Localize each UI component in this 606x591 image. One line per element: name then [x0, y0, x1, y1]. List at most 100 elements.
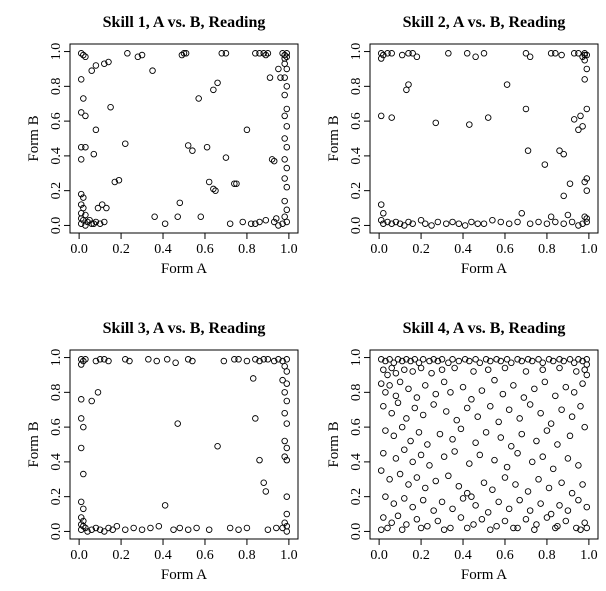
data-point	[124, 50, 131, 57]
data-point	[84, 528, 91, 535]
data-point	[508, 359, 515, 367]
data-point	[281, 60, 288, 67]
x-tick-label: 0.8	[538, 548, 556, 563]
data-point	[575, 356, 582, 363]
data-point	[564, 455, 572, 462]
data-point	[388, 220, 395, 227]
data-point	[231, 180, 238, 187]
data-point	[252, 415, 259, 422]
data-point	[270, 218, 278, 226]
data-point	[396, 378, 404, 386]
data-point	[96, 526, 104, 533]
plot-frame	[369, 43, 599, 234]
panel-title: Skill 2, A vs. B, Reading	[403, 14, 566, 31]
data-point	[380, 220, 387, 227]
data-point	[218, 50, 226, 57]
data-point	[281, 156, 288, 163]
data-point	[489, 486, 496, 493]
data-point	[377, 380, 385, 387]
data-point	[197, 213, 205, 220]
data-point	[459, 383, 467, 391]
data-point	[526, 53, 534, 61]
x-tick-label: 0.4	[154, 242, 172, 257]
data-point	[440, 453, 448, 460]
data-point	[560, 192, 567, 200]
data-point	[386, 382, 393, 389]
data-point	[174, 420, 181, 427]
data-point	[77, 76, 85, 83]
data-point	[468, 493, 475, 500]
data-point	[380, 366, 387, 373]
data-point	[92, 357, 100, 365]
data-point	[279, 376, 286, 384]
data-point	[480, 479, 488, 487]
data-point	[449, 436, 456, 443]
data-point	[283, 206, 291, 214]
data-point	[203, 143, 211, 151]
data-point	[80, 423, 87, 431]
x-tick-label: 0.2	[412, 242, 430, 257]
data-point	[161, 502, 169, 509]
data-point	[449, 356, 456, 363]
data-point	[405, 218, 412, 226]
data-point	[394, 512, 402, 520]
data-point	[566, 180, 574, 187]
x-tick-label: 1.0	[280, 242, 298, 257]
data-point	[409, 220, 416, 227]
data-point	[583, 371, 591, 379]
data-point	[413, 394, 421, 401]
y-tick-label: 0.4	[49, 147, 64, 165]
data-point	[88, 397, 95, 405]
data-point	[243, 357, 251, 365]
data-point	[275, 356, 282, 363]
data-point	[463, 404, 471, 412]
data-point	[466, 121, 473, 128]
data-point	[570, 389, 578, 396]
data-point	[558, 406, 565, 413]
data-point	[512, 481, 519, 488]
x-axis-label: Form A	[161, 261, 207, 277]
data-point	[453, 416, 460, 424]
data-point	[558, 51, 565, 59]
data-point	[438, 498, 446, 506]
data-point	[252, 220, 259, 227]
data-point	[88, 67, 95, 74]
panel-title: Skill 3, A vs. B, Reading	[103, 320, 266, 337]
data-point	[568, 413, 576, 420]
data-point	[583, 187, 591, 194]
data-point	[149, 67, 156, 74]
data-point	[398, 423, 406, 431]
data-point	[575, 462, 582, 469]
data-point	[524, 488, 532, 495]
data-point	[281, 91, 288, 99]
data-point	[476, 359, 484, 367]
data-point	[281, 437, 288, 445]
data-point	[447, 524, 454, 532]
data-point	[495, 498, 502, 506]
data-point	[396, 470, 404, 478]
y-tick-label: 0.4	[349, 147, 364, 165]
data-point	[417, 216, 425, 224]
data-point	[163, 356, 171, 363]
data-point	[419, 496, 427, 504]
data-point	[377, 55, 385, 62]
data-point	[94, 204, 102, 212]
data-point	[570, 50, 578, 57]
data-point	[377, 526, 385, 533]
data-point	[562, 383, 570, 391]
data-point	[113, 522, 121, 530]
data-point	[522, 368, 530, 375]
data-point	[176, 524, 184, 532]
data-point	[499, 390, 507, 398]
data-point	[262, 488, 270, 495]
data-point	[575, 496, 582, 504]
y-axis-label: Form B	[26, 115, 42, 161]
data-point	[579, 53, 586, 61]
data-point	[205, 526, 213, 533]
data-point	[438, 366, 446, 373]
data-point	[522, 105, 530, 113]
data-point	[235, 356, 242, 363]
data-point	[398, 526, 406, 533]
data-point	[249, 375, 257, 382]
data-point	[466, 357, 473, 365]
